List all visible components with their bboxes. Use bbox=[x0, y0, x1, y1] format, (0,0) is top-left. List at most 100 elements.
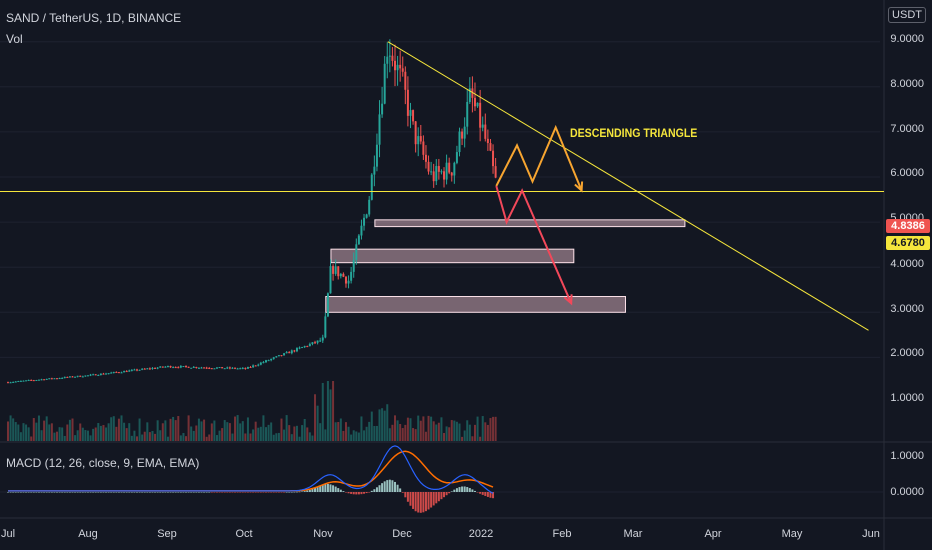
macd-histogram-bar bbox=[61, 492, 64, 493]
volume-bar bbox=[424, 431, 427, 441]
candle-body bbox=[419, 136, 422, 142]
volume-bar bbox=[381, 408, 384, 441]
candle-body bbox=[223, 368, 226, 370]
macd-histogram-bar bbox=[476, 492, 479, 493]
candle-body bbox=[321, 337, 324, 341]
descending-triangle-label[interactable]: DESCENDING TRIANGLE bbox=[570, 126, 698, 140]
candle-body bbox=[370, 174, 373, 200]
macd-histogram-bar bbox=[213, 492, 216, 493]
macd-histogram-bar bbox=[172, 492, 175, 493]
volume-bar bbox=[352, 430, 355, 441]
candle-body bbox=[130, 369, 133, 371]
volume-bar bbox=[458, 423, 461, 441]
volume-bar bbox=[61, 427, 64, 441]
macd-histogram-bar bbox=[81, 492, 84, 493]
macd-legend[interactable]: MACD (12, 26, close, 9, EMA, EMA) bbox=[6, 456, 200, 470]
candle-body bbox=[174, 367, 177, 369]
volume-bar bbox=[450, 420, 453, 441]
volume-bar bbox=[316, 405, 319, 441]
volume-bar bbox=[203, 419, 206, 441]
candle-body bbox=[458, 131, 461, 153]
candle-body bbox=[58, 378, 61, 380]
volume-bar bbox=[455, 421, 458, 441]
candle-body bbox=[311, 342, 314, 345]
candle-body bbox=[179, 366, 182, 368]
volume-bar bbox=[414, 429, 417, 441]
volume-bar bbox=[443, 432, 446, 441]
candle-body bbox=[156, 367, 159, 369]
macd-histogram-bar bbox=[53, 492, 56, 493]
volume-bar bbox=[56, 431, 59, 441]
macd-histogram-bar bbox=[146, 492, 149, 493]
macd-histogram-bar bbox=[63, 492, 66, 493]
candle-body bbox=[463, 126, 466, 139]
candle-body bbox=[476, 102, 479, 107]
macd-histogram-bar bbox=[74, 492, 77, 493]
candle-body bbox=[386, 56, 389, 64]
candle-body bbox=[53, 378, 56, 380]
candle-body bbox=[17, 380, 20, 382]
candle-body bbox=[166, 365, 169, 367]
candle-body bbox=[337, 266, 340, 277]
candle-body bbox=[375, 144, 378, 167]
macd-y-tick-label: 1.0000 bbox=[890, 450, 924, 462]
volume-bar bbox=[12, 418, 15, 441]
volume-bar bbox=[136, 436, 138, 441]
macd-histogram-bar bbox=[136, 492, 138, 493]
volume-bar bbox=[453, 420, 456, 441]
macd-histogram-bar bbox=[76, 492, 79, 493]
y-tick-label: 1.0000 bbox=[890, 392, 924, 404]
candle-body bbox=[7, 382, 9, 384]
volume-bar bbox=[19, 432, 22, 441]
macd-histogram-bar bbox=[19, 492, 22, 493]
macd-histogram-bar bbox=[66, 492, 69, 493]
volume-bar bbox=[210, 423, 213, 441]
macd-histogram-bar bbox=[375, 487, 378, 492]
volume-bar bbox=[161, 423, 164, 441]
macd-histogram-bar bbox=[492, 492, 495, 499]
macd-histogram-bar bbox=[97, 492, 100, 493]
candle-body bbox=[12, 381, 15, 383]
x-tick-label: Jul bbox=[0, 528, 16, 540]
volume-legend[interactable]: Vol bbox=[6, 32, 23, 46]
volume-bar bbox=[92, 428, 95, 441]
volume-bar bbox=[427, 415, 430, 441]
candle-body bbox=[396, 64, 399, 71]
candle-body bbox=[92, 374, 95, 376]
volume-bar bbox=[179, 435, 182, 441]
volume-bar bbox=[159, 430, 162, 441]
volume-bar bbox=[254, 421, 257, 441]
macd-histogram-bar bbox=[35, 492, 38, 493]
volume-bar bbox=[234, 416, 237, 441]
candle-body bbox=[479, 102, 482, 128]
macd-histogram-bar bbox=[185, 492, 188, 493]
macd-histogram-bar bbox=[128, 492, 131, 493]
macd-histogram-bar bbox=[277, 492, 280, 493]
volume-bar bbox=[169, 418, 172, 441]
candle-body bbox=[275, 356, 278, 358]
candle-body bbox=[445, 162, 448, 180]
macd-histogram-bar bbox=[143, 492, 146, 493]
candle-body bbox=[455, 152, 458, 163]
macd-histogram-bar bbox=[350, 492, 353, 494]
volume-bar bbox=[301, 425, 304, 441]
scenario-orange-path bbox=[495, 124, 583, 191]
candle-body bbox=[339, 273, 342, 277]
volume-bar bbox=[463, 430, 466, 441]
volume-bar bbox=[396, 420, 399, 441]
volume-bar bbox=[68, 419, 71, 441]
macd-histogram-bar bbox=[368, 492, 371, 493]
macd-histogram-bar bbox=[7, 492, 9, 493]
macd-histogram-bar bbox=[324, 484, 327, 492]
candle-body bbox=[404, 71, 407, 90]
macd-histogram-bar bbox=[445, 492, 448, 496]
volume-bar bbox=[290, 434, 293, 441]
candle-body bbox=[246, 367, 249, 369]
macd-histogram-bar bbox=[94, 492, 97, 493]
volume-bar bbox=[112, 416, 115, 441]
macd-histogram-bar bbox=[301, 491, 304, 492]
symbol-legend[interactable]: SAND / TetherUS, 1D, BINANCE bbox=[6, 11, 182, 25]
descending-trendline bbox=[387, 41, 869, 331]
currency-selector[interactable]: USDT bbox=[888, 7, 926, 23]
